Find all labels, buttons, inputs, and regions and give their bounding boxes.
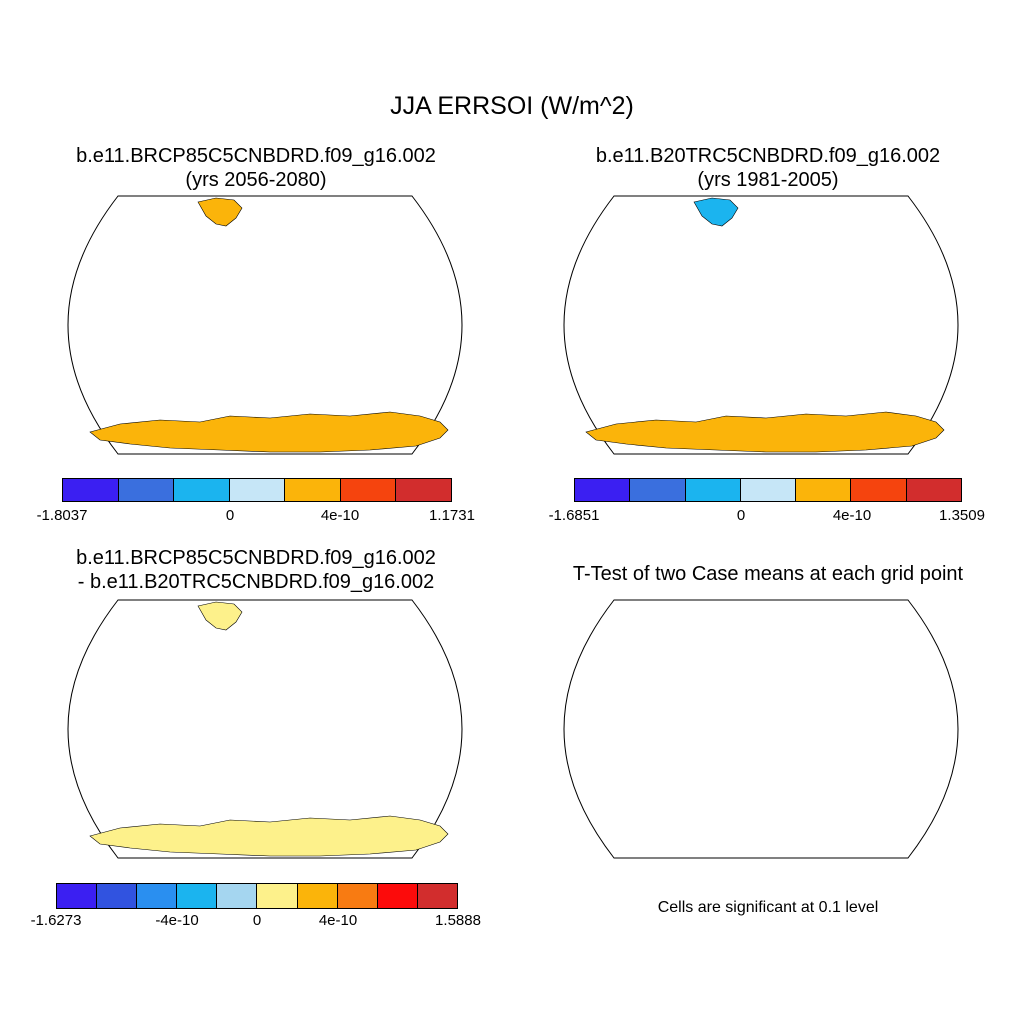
- colorbar-swatch: [137, 884, 178, 908]
- colorbar-swatch: [396, 479, 452, 501]
- panel-1-colorbar-label: 4e-10: [320, 507, 360, 524]
- panel-4-note: Cells are significant at 0.1 level: [657, 899, 879, 916]
- panel-2-title-line1: b.e11.B20TRC5CNBDRD.f09_g16.002: [595, 145, 941, 167]
- panel-2-title: b.e11.B20TRC5CNBDRD.f09_g16.002 (yrs 198…: [512, 144, 1024, 192]
- panel-1-greenland: [197, 197, 243, 227]
- colorbar-swatch: [685, 479, 741, 501]
- panel-2-title-line2: (yrs 1981-2005): [697, 169, 839, 191]
- colorbar-swatch: [63, 479, 119, 501]
- panel-1-colorbar-labels: -1.8037 0 4e-10 1.1731: [0, 507, 512, 527]
- colorbar-swatch: [217, 884, 258, 908]
- panel-1-colorbar-label: 0: [225, 507, 235, 524]
- colorbar-swatch: [174, 479, 230, 501]
- panel-1-title-line2: (yrs 2056-2080): [185, 169, 327, 191]
- panel-1-colorbar: [62, 478, 452, 502]
- panel-4-map-frame: [563, 599, 959, 859]
- panel-3-title-line2: - b.e11.B20TRC5CNBDRD.f09_g16.002: [77, 571, 435, 593]
- colorbar-swatch: [377, 884, 418, 908]
- panel-2-colorbar-label: 4e-10: [832, 507, 872, 524]
- panel-2-map-frame: [563, 195, 959, 455]
- colorbar-swatch: [97, 884, 138, 908]
- panel-2-colorbar-label: 0: [736, 507, 746, 524]
- panel-1-colorbar-label: 1.1731: [429, 507, 475, 524]
- panel-1-map-frame: [67, 195, 463, 455]
- colorbar-swatch: [417, 884, 457, 908]
- panel-1-title-line1: b.e11.BRCP85C5CNBDRD.f09_g16.002: [76, 145, 436, 167]
- panel-4-map: [546, 599, 982, 860]
- panel-3-colorbar: [56, 883, 458, 909]
- panel-3-title-line1: b.e11.BRCP85C5CNBDRD.f09_g16.002: [76, 547, 436, 569]
- colorbar-swatch: [337, 884, 378, 908]
- panel-3-colorbar-label: -1.6273: [30, 912, 82, 929]
- panel-3-title: b.e11.BRCP85C5CNBDRD.f09_g16.002 - b.e11…: [0, 546, 512, 594]
- panel-3-colorbar-label: 1.5888: [435, 912, 481, 929]
- colorbar-swatch: [906, 479, 961, 501]
- colorbar-swatch: [796, 479, 852, 501]
- colorbar-swatch: [851, 479, 907, 501]
- panel-2-colorbar-label: -1.6851: [548, 507, 600, 524]
- panel-2-colorbar-label: 1.3509: [939, 507, 985, 524]
- colorbar-swatch: [118, 479, 175, 501]
- panel-2-colorbar: [574, 478, 962, 502]
- panel-1-map: [50, 195, 486, 456]
- panel-3-map: [50, 599, 486, 860]
- panel-3-colorbar-label: -4e-10: [155, 912, 199, 929]
- panel-1-title: b.e11.BRCP85C5CNBDRD.f09_g16.002 (yrs 20…: [0, 144, 512, 192]
- panel-2-colorbar-labels: -1.6851 0 4e-10 1.3509: [0, 507, 1024, 527]
- colorbar-swatch: [630, 479, 686, 501]
- colorbar-swatch: [740, 479, 797, 501]
- colorbar-swatch: [257, 884, 298, 908]
- panel-2-map: [546, 195, 982, 456]
- panel-3-colorbar-label: 4e-10: [318, 912, 358, 929]
- colorbar-swatch: [575, 479, 631, 501]
- panel-3-antarctica: [89, 815, 449, 857]
- panel-2-greenland: [693, 197, 739, 227]
- colorbar-swatch: [57, 884, 98, 908]
- panel-2-antarctica: [585, 411, 945, 453]
- panel-4-title: T-Test of two Case means at each grid po…: [572, 563, 964, 585]
- colorbar-swatch: [177, 884, 218, 908]
- panel-3-colorbar-labels: -1.6273 -4e-10 0 4e-10 1.5888: [0, 912, 512, 932]
- panel-3-colorbar-label: 0: [252, 912, 262, 929]
- panel-1-antarctica: [89, 411, 449, 453]
- colorbar-swatch: [297, 884, 338, 908]
- panel-3-greenland: [197, 601, 243, 631]
- panel-1-colorbar-label: -1.8037: [36, 507, 88, 524]
- colorbar-swatch: [229, 479, 286, 501]
- colorbar-swatch: [285, 479, 341, 501]
- panel-3-map-frame: [67, 599, 463, 859]
- colorbar-swatch: [340, 479, 397, 501]
- main-title: JJA ERRSOI (W/m^2): [390, 92, 634, 120]
